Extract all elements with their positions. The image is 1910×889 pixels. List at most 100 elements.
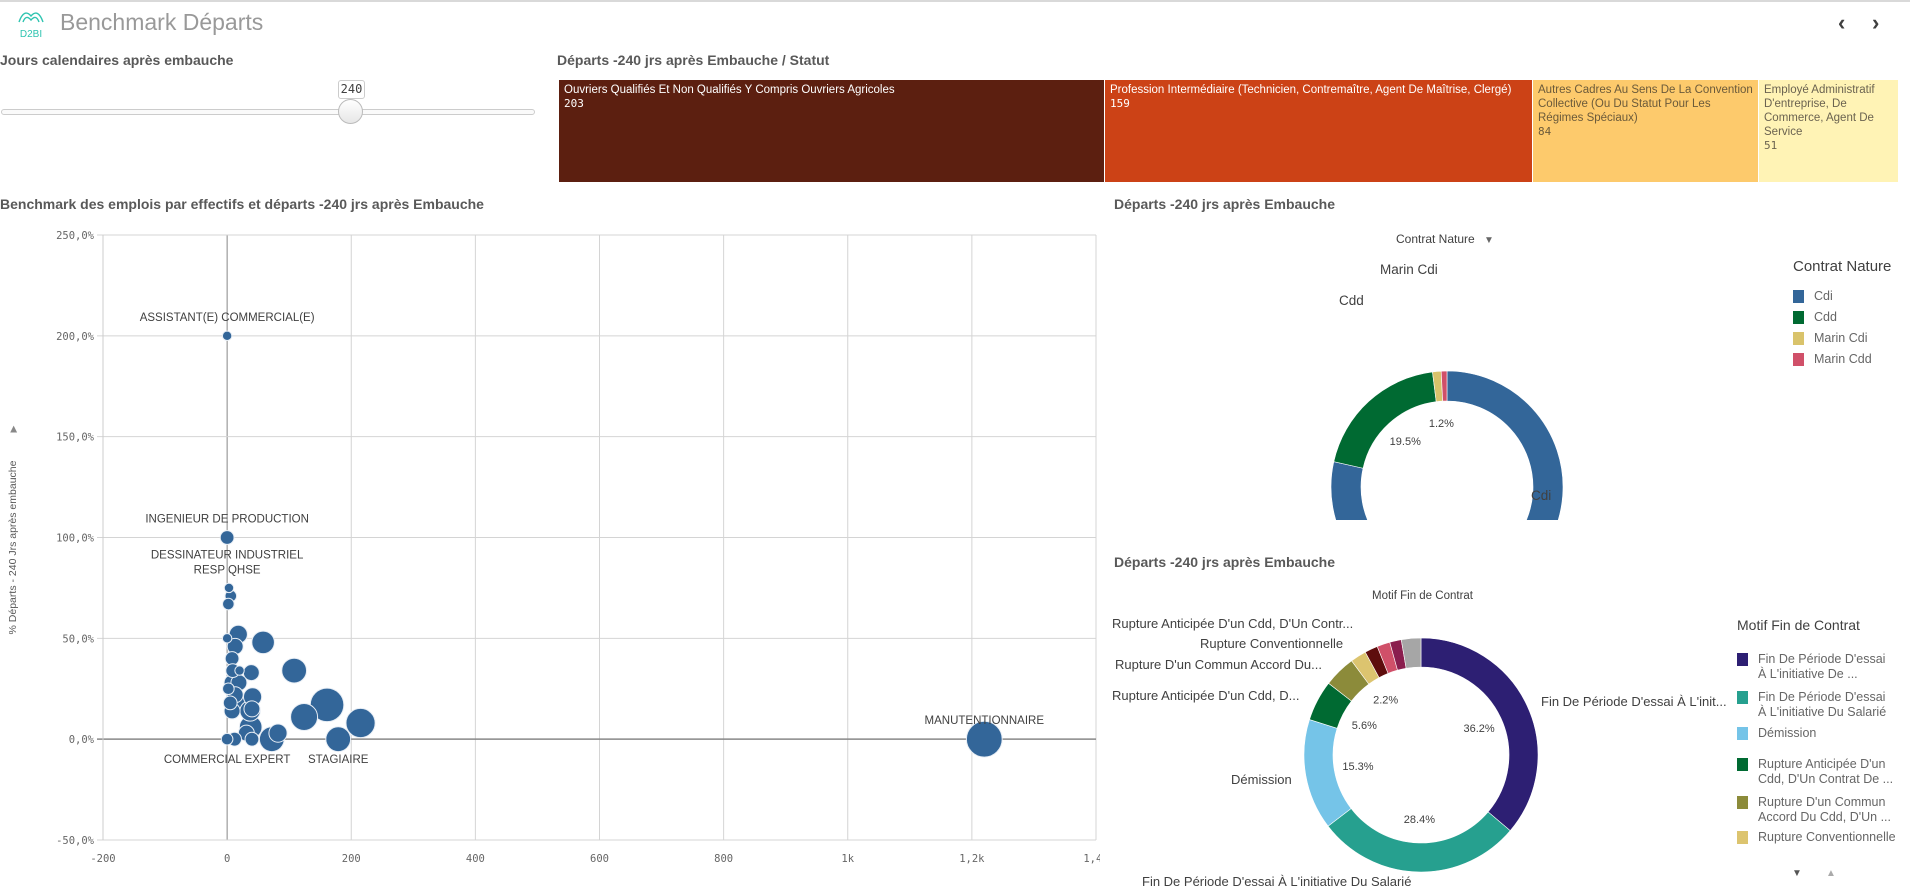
- legend-item[interactable]: Marin Cdi: [1793, 331, 1868, 346]
- chevron-right-icon: ›: [1872, 10, 1880, 35]
- legend-swatch: [1793, 332, 1804, 345]
- slice-outer-label: Fin De Période D'essai À L'initiative Du…: [1142, 874, 1412, 889]
- scatter-point[interactable]: [219, 530, 235, 545]
- scatter-point[interactable]: [222, 695, 238, 711]
- slider-title: Jours calendaires après embauche: [0, 52, 234, 68]
- y-tick-label: 0,0%: [69, 734, 95, 746]
- legend-label: Rupture D'un Commun Accord Du Cdd, D'Un …: [1758, 795, 1891, 824]
- scatter-point[interactable]: [244, 731, 260, 747]
- slice-percent-label: 5.6%: [1352, 720, 1377, 732]
- scatter-point[interactable]: [965, 720, 1003, 758]
- slice-label-marin-cdi: Marin Cdi: [1380, 262, 1438, 277]
- scatter-point[interactable]: [222, 682, 235, 696]
- legend-scroll-up[interactable]: ▲: [1826, 868, 1836, 879]
- slice-percent-label: 19.5%: [1390, 436, 1421, 448]
- caret-icon[interactable]: ▶: [8, 426, 18, 433]
- point-label: RESP QHSE: [194, 565, 261, 577]
- slice-percent-label: 2.2%: [1373, 694, 1398, 706]
- legend-item[interactable]: Marin Cdd: [1793, 352, 1872, 367]
- treemap-tile[interactable]: Ouvriers Qualifiés Et Non Qualifiés Y Co…: [559, 80, 1105, 182]
- tile-label: Employé Administratif D'entreprise, De C…: [1764, 84, 1875, 138]
- x-tick-label: 0: [224, 853, 230, 865]
- legend1-title: Contrat Nature: [1793, 258, 1892, 275]
- donut-motif-fin-contrat[interactable]: 36.2% 28.4% 15.3% 5.6% 2.2%: [1270, 610, 1570, 886]
- treemap-tile[interactable]: Employé Administratif D'entreprise, De C…: [1759, 80, 1899, 182]
- slice-percent-label: 28.4%: [1404, 814, 1435, 826]
- legend-label: Cdd: [1814, 310, 1837, 324]
- scatter-point[interactable]: [251, 630, 275, 655]
- legend-item[interactable]: Cdi: [1793, 289, 1833, 304]
- caret-down-icon: ▼: [1792, 868, 1802, 879]
- legend-scroll-down[interactable]: ▼: [1792, 868, 1802, 879]
- treemap-tile[interactable]: Profession Intermédiaire (Technicien, Co…: [1105, 80, 1533, 182]
- legend-swatch: [1737, 691, 1748, 704]
- scatter-point[interactable]: [281, 657, 308, 684]
- legend-item[interactable]: Rupture Anticipée D'un Cdd, D'Un Contrat…: [1737, 757, 1897, 787]
- slice-outer-label: Fin De Période D'essai À L'init...: [1541, 694, 1727, 709]
- contrat-nature-dimension-selector[interactable]: Contrat Nature ▼: [1396, 232, 1494, 246]
- donut-slice[interactable]: [1333, 371, 1437, 469]
- chevron-left-icon: ‹: [1838, 10, 1846, 35]
- legend-swatch: [1737, 831, 1748, 844]
- legend-item[interactable]: Rupture D'un Commun Accord Du Cdd, D'Un …: [1737, 795, 1897, 825]
- scatter-point[interactable]: [222, 597, 235, 611]
- legend-item[interactable]: Rupture Conventionnelle: [1737, 830, 1897, 845]
- legend-swatch: [1737, 796, 1748, 809]
- y-tick-label: 250,0%: [56, 230, 95, 242]
- legend-label: Démission: [1758, 726, 1817, 740]
- donut-contrat-nature[interactable]: 78.5%19.5%1.2%: [1300, 260, 1600, 520]
- next-sheet-button[interactable]: ›: [1872, 10, 1879, 36]
- days-slider-track[interactable]: [1, 109, 535, 115]
- y-tick-label: 50,0%: [62, 633, 94, 645]
- y-tick-label: 200,0%: [56, 331, 95, 343]
- legend-item[interactable]: Démission: [1737, 726, 1897, 741]
- tile-value: 203: [564, 97, 584, 110]
- donut1-title: Départs -240 jrs après Embauche: [1114, 196, 1335, 212]
- x-tick-label: 200: [342, 853, 361, 865]
- scatter-point[interactable]: [234, 665, 245, 676]
- scatter-point[interactable]: [223, 582, 235, 594]
- scatter-point[interactable]: [325, 726, 352, 753]
- y-axis-title[interactable]: % Départs - 240 Jrs après embauche: [7, 460, 19, 634]
- legend-item[interactable]: Fin De Période D'essai À L'initiative De…: [1737, 652, 1897, 682]
- donut-slice[interactable]: [1440, 370, 1448, 402]
- legend-item[interactable]: Fin De Période D'essai À L'initiative Du…: [1737, 690, 1897, 720]
- donut-slice[interactable]: [1400, 637, 1422, 669]
- treemap-tile[interactable]: Autres Cadres Au Sens De La Convention C…: [1533, 80, 1759, 182]
- treemap-statut: Ouvriers Qualifiés Et Non Qualifiés Y Co…: [559, 80, 1899, 182]
- scatter-point[interactable]: [290, 702, 319, 731]
- legend-label: Fin De Période D'essai À L'initiative De…: [1758, 652, 1886, 681]
- tile-label: Ouvriers Qualifiés Et Non Qualifiés Y Co…: [564, 84, 895, 96]
- legend-swatch: [1793, 290, 1804, 303]
- point-label: ASSISTANT(E) COMMERCIAL(E): [140, 312, 315, 324]
- page-title: Benchmark Départs: [60, 9, 264, 35]
- scatter-point[interactable]: [221, 633, 233, 644]
- y-tick-label: 150,0%: [56, 432, 95, 444]
- tile-label: Profession Intermédiaire (Technicien, Co…: [1110, 84, 1512, 96]
- caret-up-icon: ▲: [1826, 868, 1836, 879]
- slice-label-cdd: Cdd: [1339, 293, 1364, 308]
- tile-label: Autres Cadres Au Sens De La Convention C…: [1538, 84, 1753, 124]
- legend-swatch: [1793, 311, 1804, 324]
- point-label: MANUTENTIONNAIRE: [925, 715, 1045, 727]
- x-tick-label: 1,4k: [1083, 853, 1100, 865]
- previous-sheet-button[interactable]: ‹: [1838, 10, 1845, 36]
- scatter-point[interactable]: [221, 330, 233, 342]
- legend-label: Rupture Conventionnelle: [1758, 830, 1896, 844]
- days-slider-handle[interactable]: [338, 99, 363, 124]
- legend-label: Fin De Période D'essai À L'initiative Du…: [1758, 690, 1887, 719]
- scatter-point[interactable]: [268, 723, 288, 743]
- x-tick-label: -200: [90, 853, 115, 865]
- caret-down-icon: ▼: [1484, 235, 1494, 246]
- slider-value: 240: [338, 80, 365, 99]
- legend-item[interactable]: Cdd: [1793, 310, 1837, 325]
- point-label: COMMERCIAL EXPERT: [164, 754, 291, 766]
- top-border: [0, 0, 1910, 2]
- point-label: STAGIAIRE: [308, 754, 369, 766]
- scatter-point[interactable]: [345, 707, 376, 739]
- scatter-chart[interactable]: -200 0 200 400 600 800 1k 1,2k 1,4k -50,0% 0,0% 50,…: [0, 220, 1100, 886]
- svg-text:D2BI: D2BI: [20, 29, 42, 40]
- scatter-point[interactable]: [220, 732, 234, 746]
- donut-slice[interactable]: [1330, 370, 1564, 520]
- scatter-point[interactable]: [243, 700, 261, 718]
